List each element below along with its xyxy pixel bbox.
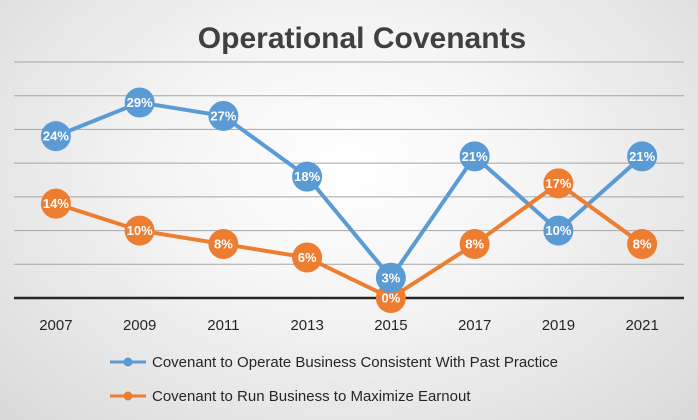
data-point <box>40 121 71 152</box>
chart-legend: Covenant to Operate Business Consistent … <box>110 354 558 405</box>
x-tick-label: 2007 <box>39 317 72 334</box>
data-label: 21% <box>462 149 488 164</box>
data-label: 6% <box>298 250 317 265</box>
x-tick-label: 2021 <box>625 317 658 334</box>
data-point <box>459 141 490 172</box>
data-label: 8% <box>465 237 484 252</box>
data-point <box>543 215 574 246</box>
gridlines <box>14 61 684 265</box>
data-point <box>124 87 155 118</box>
data-point <box>292 161 323 192</box>
chart-title: Operational Covenants <box>198 22 526 55</box>
x-tick-label: 2009 <box>123 317 156 334</box>
series-markers: 14% 10% 8% 6% 0% 8% 17% 8% 24% 29% 27% 18% 3% 21% 10% 2… <box>40 87 658 313</box>
data-label: 0% <box>381 291 400 306</box>
data-label: 21% <box>629 149 655 164</box>
data-label: 10% <box>545 223 571 238</box>
legend-label: Covenant to Run Business to Maximize Ear… <box>152 388 471 405</box>
data-point <box>459 229 490 260</box>
data-point <box>40 188 71 219</box>
data-label: 17% <box>545 176 571 191</box>
x-tick-label: 2015 <box>374 317 407 334</box>
data-point <box>627 141 658 172</box>
legend-swatch-marker <box>123 357 133 367</box>
data-label: 8% <box>633 237 652 252</box>
data-point <box>208 100 239 131</box>
series-lines <box>53 100 645 300</box>
data-label: 18% <box>294 169 320 184</box>
data-point <box>292 242 323 273</box>
data-label: 27% <box>210 108 236 123</box>
data-label: 29% <box>127 95 153 110</box>
data-label: 10% <box>127 223 153 238</box>
data-label: 8% <box>214 237 233 252</box>
data-point <box>208 229 239 260</box>
data-label: 14% <box>43 196 69 211</box>
x-tick-label: 2017 <box>458 317 491 334</box>
legend-label: Covenant to Operate Business Consistent … <box>152 354 558 371</box>
data-label: 24% <box>43 129 69 144</box>
x-tick-label: 2019 <box>542 317 575 334</box>
data-point <box>543 168 574 199</box>
data-label: 3% <box>381 270 400 285</box>
data-point <box>375 262 406 293</box>
x-tick-label: 2011 <box>207 317 239 334</box>
legend-swatch-marker <box>123 391 133 401</box>
data-point <box>627 229 658 260</box>
x-tick-label: 2013 <box>290 317 323 334</box>
x-axis: 2007 2009 2011 2013 2015 2017 2019 2021 <box>14 296 684 334</box>
data-point <box>124 215 155 246</box>
